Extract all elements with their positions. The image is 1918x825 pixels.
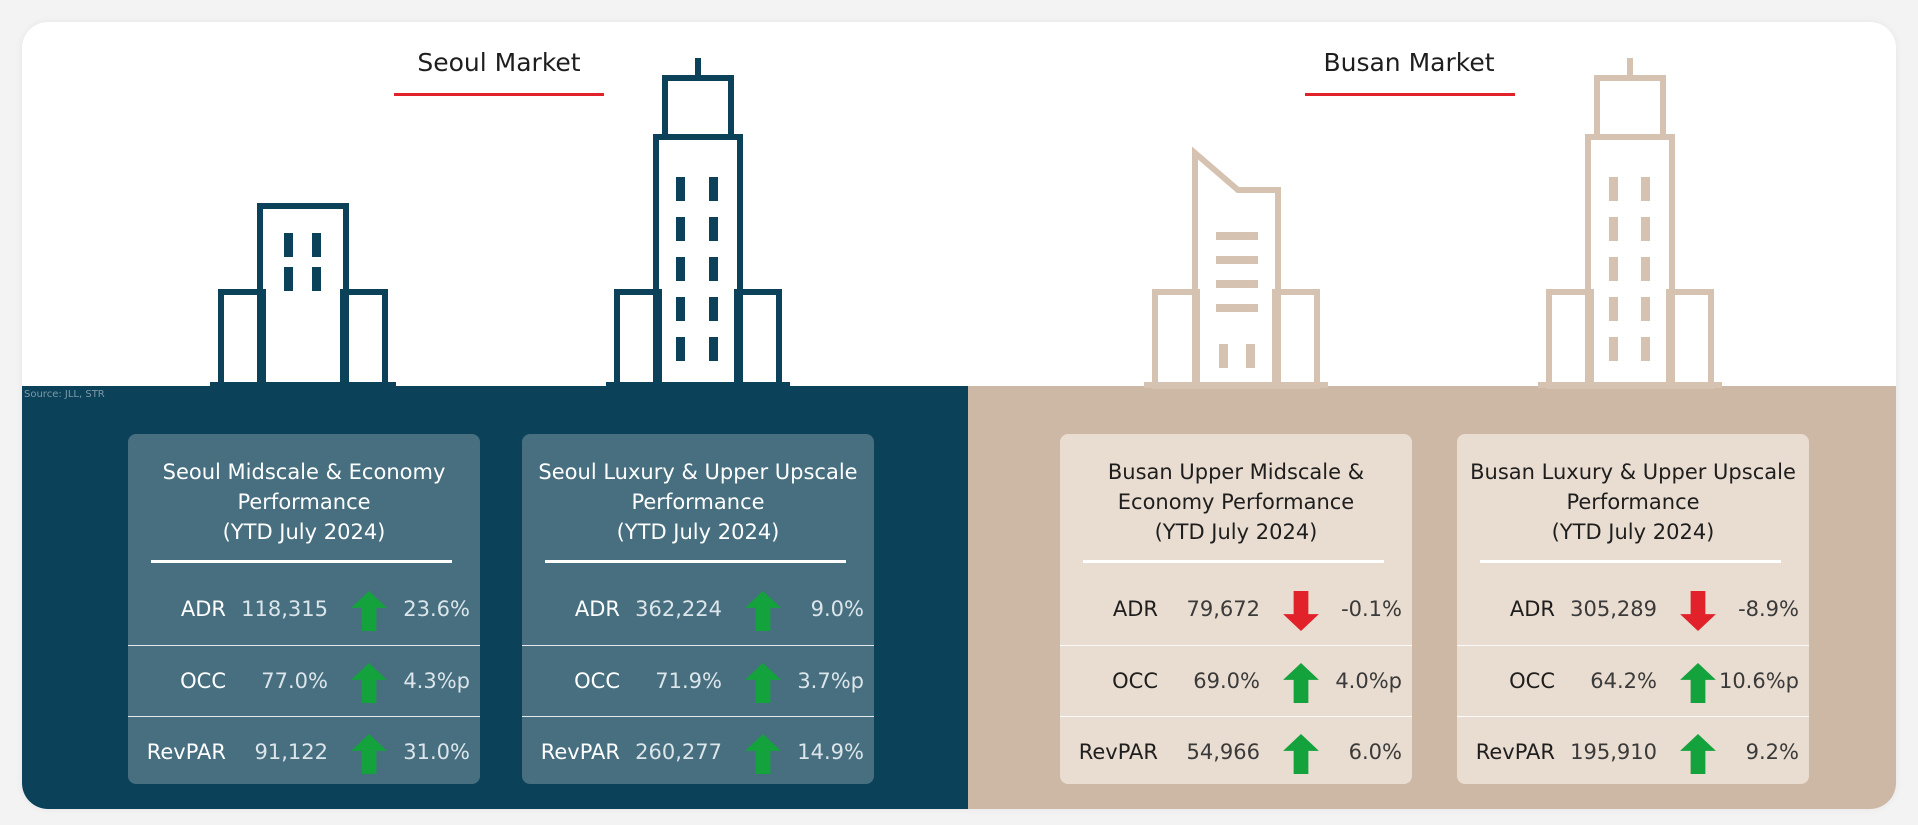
card-title-line: (YTD July 2024) [1154,520,1318,544]
card-title-line: Performance [631,490,765,514]
metric-value: 64.2% [1590,669,1657,693]
metric-label: OCC [1112,669,1158,693]
card-title-line: Busan Upper Midscale & [1107,460,1365,484]
card-title: Busan Luxury & Upper Upscale Performance (… [1457,457,1809,547]
seoul-luxury-windows-icon [676,177,718,361]
metric-row-revpar: RevPAR 91,122 31.0% [128,716,480,788]
metric-value: 91,122 [254,740,328,764]
metric-row-revpar: RevPAR 195,910 9.2% [1457,716,1809,788]
metric-label: RevPAR [540,740,620,764]
card-title-divider [151,560,452,563]
card-title: Busan Upper Midscale & Economy Performanc… [1060,457,1412,547]
metric-change: 6.0% [1348,740,1402,764]
arrow-down-icon [1280,574,1320,645]
arrow-down-icon [1677,574,1717,645]
card-title-line: Performance [1566,490,1700,514]
metric-label: RevPAR [1078,740,1158,764]
arrow-up-icon [1677,717,1717,788]
metric-value: 71.9% [655,669,722,693]
arrow-up-icon [742,717,782,788]
seoul-market-title: Seoul Market [417,48,581,77]
metric-change: 4.3%p [403,669,470,693]
busan-market-title: Busan Market [1323,48,1495,77]
metric-change: 23.6% [403,597,470,621]
busan-midscale-building-icon [1144,146,1328,389]
metric-value: 54,966 [1186,740,1260,764]
metric-change: 31.0% [403,740,470,764]
metric-row-occ: OCC 71.9% 3.7%p [522,645,874,717]
seoul-title-underline [394,93,604,96]
busan-midscale-windows-icon [1216,232,1258,368]
metric-row-adr: ADR 118,315 23.6% [128,574,480,645]
card-title-line: (YTD July 2024) [222,520,386,544]
card-title-divider [1480,560,1781,563]
arrow-up-icon [1280,646,1320,717]
card-title-divider [1083,560,1384,563]
metric-value: 69.0% [1193,669,1260,693]
arrow-up-icon [348,646,388,717]
card-title-line: (YTD July 2024) [1551,520,1715,544]
metric-change: 9.2% [1745,740,1799,764]
busan-performance-card: Busan Luxury & Upper Upscale Performance (… [1457,434,1809,784]
arrow-up-icon [1677,646,1717,717]
card-title-line: Economy Performance [1117,490,1355,514]
metric-label: OCC [1509,669,1555,693]
seoul-midscale-building-icon [210,203,396,389]
metric-row-adr: ADR 79,672 -0.1% [1060,574,1412,645]
metric-value: 195,910 [1570,740,1657,764]
seoul-luxury-building-icon [606,58,790,389]
busan-luxury-windows-icon [1609,177,1650,361]
arrow-up-icon [1280,717,1320,788]
arrow-up-icon [742,646,782,717]
card-title-line: Seoul Luxury & Upper Upscale [538,460,858,484]
card-title-line: (YTD July 2024) [616,520,780,544]
arrow-up-icon [742,574,782,645]
busan-title-underline [1305,93,1515,96]
metric-label: ADR [180,597,226,621]
metric-row-occ: OCC 64.2% 10.6%p [1457,645,1809,717]
metric-row-occ: OCC 77.0% 4.3%p [128,645,480,717]
metric-label: RevPAR [1475,740,1555,764]
metric-label: RevPAR [146,740,226,764]
metric-label: OCC [574,669,620,693]
metric-value: 260,277 [635,740,722,764]
metric-row-occ: OCC 69.0% 4.0%p [1060,645,1412,717]
metric-value: 77.0% [261,669,328,693]
card-title: Seoul Luxury & Upper Upscale Performance (… [522,457,874,547]
metric-row-adr: ADR 305,289 -8.9% [1457,574,1809,645]
card-title-line: Busan Luxury & Upper Upscale [1470,460,1796,484]
metric-change: 4.0%p [1335,669,1402,693]
card-title-line: Seoul Midscale & Economy [162,460,446,484]
metric-value: 79,672 [1186,597,1260,621]
busan-luxury-building-icon [1538,58,1722,389]
metric-change: 14.9% [797,740,864,764]
metric-label: ADR [1112,597,1158,621]
metric-value: 362,224 [635,597,722,621]
metric-row-adr: ADR 362,224 9.0% [522,574,874,645]
metric-change: 9.0% [810,597,864,621]
metric-value: 118,315 [241,597,328,621]
seoul-performance-card: Seoul Luxury & Upper Upscale Performance (… [522,434,874,784]
metric-value: 305,289 [1570,597,1657,621]
metric-label: ADR [574,597,620,621]
source-note: Source: JLL, STR [24,389,105,400]
metric-label: OCC [180,669,226,693]
metric-change: 10.6%p [1718,669,1799,693]
metric-change: 3.7%p [797,669,864,693]
buildings-illustration [210,58,1722,389]
busan-performance-card: Busan Upper Midscale & Economy Performanc… [1060,434,1412,784]
arrow-up-icon [348,717,388,788]
arrow-up-icon [348,574,388,645]
card-title-divider [545,560,846,563]
card-title: Seoul Midscale & Economy Performance (YTD … [128,457,480,547]
card-title-line: Performance [237,490,371,514]
metric-row-revpar: RevPAR 260,277 14.9% [522,716,874,788]
metric-row-revpar: RevPAR 54,966 6.0% [1060,716,1412,788]
metric-change: -8.9% [1738,597,1799,621]
metric-change: -0.1% [1341,597,1402,621]
metric-label: ADR [1509,597,1555,621]
seoul-performance-card: Seoul Midscale & Economy Performance (YTD … [128,434,480,784]
seoul-midscale-windows-icon [284,233,321,291]
